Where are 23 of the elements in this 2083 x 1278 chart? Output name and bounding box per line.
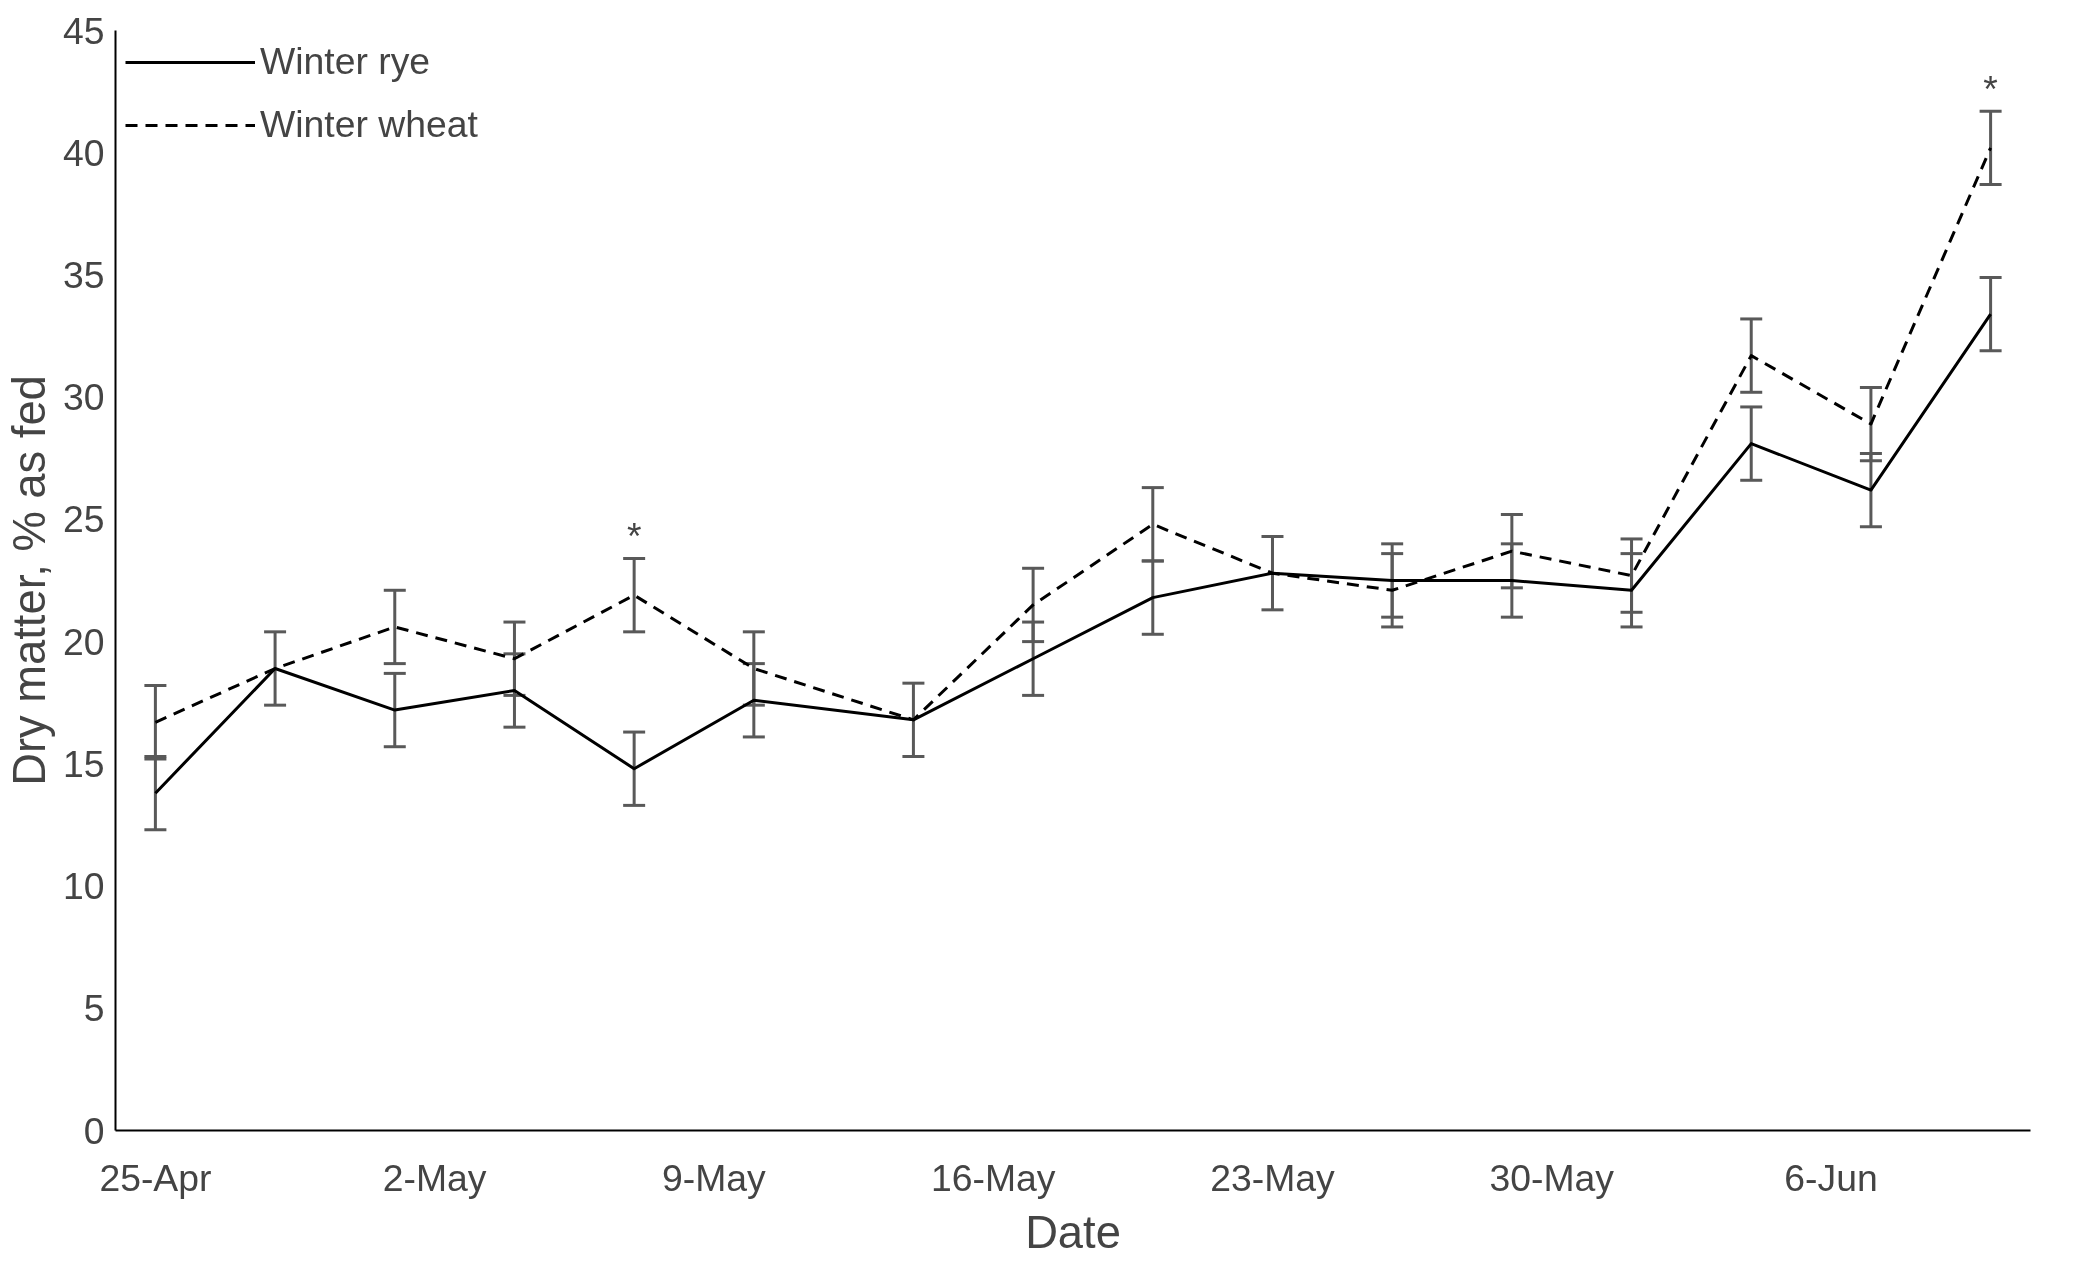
- annotation: *: [626, 515, 642, 558]
- y-tick-label: 45: [62, 9, 105, 52]
- x-axis-title: Date: [1025, 1206, 1121, 1258]
- legend-label: Winter rye: [260, 40, 431, 83]
- y-tick-label: 10: [62, 865, 105, 908]
- legend-label: Winter wheat: [260, 103, 478, 146]
- y-tick-label: 5: [83, 987, 105, 1030]
- x-tick-label: 9-May: [662, 1156, 767, 1199]
- y-axis-title: Dry matter, % as fed: [3, 375, 55, 786]
- y-tick-label: 40: [62, 131, 105, 174]
- y-tick-label: 35: [62, 253, 105, 296]
- y-tick-label: 25: [62, 498, 105, 541]
- annotation: *: [1983, 67, 1998, 110]
- x-tick-label: 23-May: [1210, 1156, 1336, 1199]
- x-tick-label: 25-Apr: [99, 1156, 212, 1199]
- y-tick-label: 0: [83, 1109, 105, 1152]
- y-tick-label: 30: [62, 376, 105, 419]
- x-tick-label: 2-May: [382, 1156, 487, 1199]
- y-tick-label: 20: [62, 620, 105, 663]
- x-tick-label: 30-May: [1489, 1156, 1615, 1199]
- x-tick-label: 16-May: [930, 1156, 1056, 1199]
- x-tick-label: 6-Jun: [1784, 1156, 1878, 1199]
- y-tick-label: 15: [62, 742, 105, 785]
